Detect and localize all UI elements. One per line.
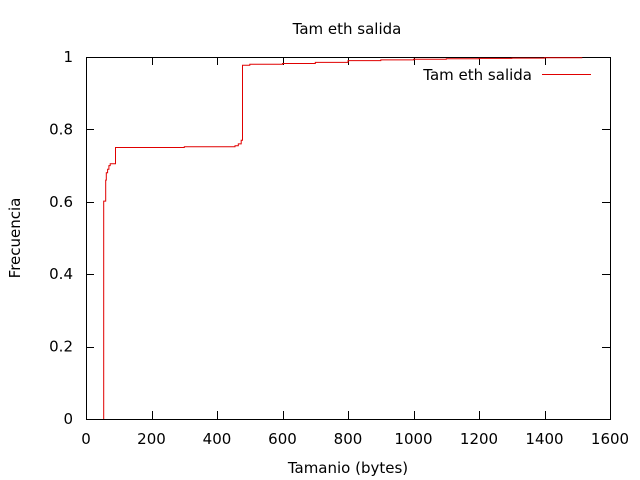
series-layer [103, 57, 583, 419]
x-tick-label: 1200 [460, 430, 498, 448]
legend-label: Tam eth salida [422, 66, 532, 84]
y-tick-label: 0.4 [49, 265, 73, 283]
x-tick-label: 0 [81, 430, 91, 448]
legend: Tam eth salida [422, 66, 591, 84]
y-tick-label: 0.2 [49, 338, 73, 356]
plot-frame [86, 57, 611, 420]
axis-tick-labels: 0 200 400 600 800 1000 1200 1400 1600 0 0.2 0.4 0.6 0… [49, 48, 629, 448]
y-tick-label: 1 [63, 48, 73, 66]
x-tick-label: 200 [137, 430, 166, 448]
x-tick-label: 1400 [525, 430, 563, 448]
x-tick-label: 400 [203, 430, 232, 448]
chart-title: Tam eth salida [292, 20, 402, 38]
x-tick-label: 1600 [591, 430, 629, 448]
x-tick-label: 1000 [394, 430, 432, 448]
axis-ticks [86, 57, 611, 420]
y-tick-label: 0 [63, 410, 73, 428]
y-tick-label: 0.6 [49, 193, 73, 211]
x-axis-label: Tamanio (bytes) [287, 459, 408, 477]
y-axis-label: Frecuencia [6, 198, 24, 279]
x-tick-label: 600 [268, 430, 297, 448]
x-tick-label: 800 [334, 430, 363, 448]
series-line [103, 57, 583, 419]
y-tick-label: 0.8 [49, 120, 73, 138]
